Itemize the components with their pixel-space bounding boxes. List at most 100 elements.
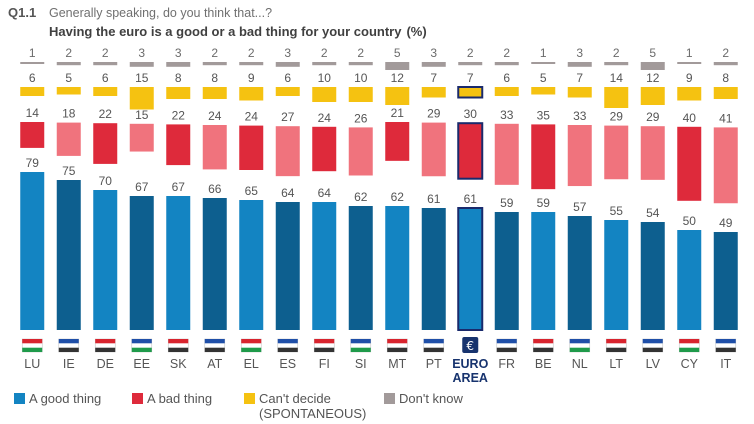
flag-stripe-top	[423, 339, 444, 344]
flag-stripe-bottom	[277, 347, 298, 352]
bar-dont-know	[385, 62, 410, 70]
bar-bad	[494, 123, 519, 185]
bar-dont-know	[567, 62, 592, 67]
legend-swatch	[14, 393, 25, 404]
bar-good	[348, 206, 373, 330]
label-cant-decide: 8	[175, 71, 182, 85]
bar-dont-know	[604, 62, 629, 66]
bar-good	[93, 190, 118, 330]
flag-icon-at	[204, 338, 226, 353]
flag-stripe-bottom	[204, 347, 225, 352]
flag-icon-lu	[21, 338, 43, 353]
label-dont-know: 5	[394, 46, 401, 60]
label-dont-know: 3	[138, 46, 145, 60]
bar-group-mt: 62 21 12 5	[385, 46, 410, 330]
label-bad: 41	[719, 111, 733, 125]
label-dont-know: 2	[467, 46, 474, 60]
bar-bad	[239, 125, 264, 170]
bar-good	[166, 196, 191, 330]
label-bad: 27	[281, 110, 295, 124]
label-cant-decide: 8	[211, 71, 218, 85]
label-dont-know: 1	[29, 46, 36, 60]
label-good: 55	[610, 204, 624, 218]
flag-stripe-top	[496, 339, 517, 344]
label-bad: 29	[427, 107, 441, 121]
label-good: 67	[135, 180, 149, 194]
bar-groups: 7914617518527022626715153672283662482652…	[20, 46, 738, 331]
flag-stripe-bottom	[168, 347, 189, 352]
country-label: LU	[24, 357, 40, 371]
country-label: NL	[572, 357, 588, 371]
label-cant-decide: 14	[610, 71, 624, 85]
bar-dont-know	[312, 62, 337, 66]
country-label: MT	[388, 357, 406, 371]
bar-bad	[93, 123, 118, 164]
label-cant-decide: 6	[102, 71, 109, 85]
bar-bad	[531, 124, 556, 190]
bar-cant-decide	[129, 87, 154, 110]
label-cant-decide: 15	[135, 71, 149, 85]
country-label: FR	[498, 357, 515, 371]
bar-cant-decide	[457, 86, 484, 99]
bar-group-fr: 59 33 6 2	[494, 46, 519, 330]
flag-stripe-bottom	[387, 347, 408, 352]
flag-stripe-bottom	[533, 347, 554, 352]
flag-stripe-top	[606, 339, 627, 344]
label-good: 75	[62, 164, 76, 178]
bar-group-si: 62 26 10 2	[348, 46, 373, 330]
flag-icon-be	[532, 338, 554, 353]
country-label: FI	[319, 357, 330, 371]
label-dont-know: 2	[65, 46, 72, 60]
flag-stripe-bottom	[314, 347, 335, 352]
bar-dont-know	[677, 62, 702, 64]
bar-good	[640, 222, 665, 330]
label-cant-decide: 10	[354, 71, 368, 85]
bar-group-lt: 55 29 14 2	[604, 46, 629, 330]
label-good: 67	[172, 180, 186, 194]
label-good: 62	[354, 190, 368, 204]
country-label: IT	[720, 357, 731, 371]
label-dont-know: 2	[102, 46, 109, 60]
bar-group-ie: 75 18 5 2	[56, 46, 81, 330]
flag-icon-euro-area: €	[462, 337, 479, 353]
bar-group-lv: 54 29 12 5	[640, 46, 665, 330]
label-cant-decide: 12	[391, 71, 405, 85]
flag-stripe-top	[22, 339, 43, 344]
bar-cant-decide	[677, 87, 702, 101]
bar-bad	[640, 126, 665, 180]
label-bad: 40	[683, 111, 697, 125]
label-good: 57	[573, 200, 587, 214]
bar-good	[312, 202, 337, 330]
bar-dont-know	[166, 62, 191, 67]
label-good: 61	[427, 192, 441, 206]
label-good: 64	[318, 186, 332, 200]
flag-stripe-top	[715, 339, 736, 344]
bar-cant-decide	[239, 87, 264, 101]
bar-cant-decide	[166, 87, 191, 99]
bar-group-at: 66 24 8 2	[202, 46, 227, 330]
bar-cant-decide	[494, 87, 519, 96]
label-bad: 22	[99, 107, 113, 121]
bar-dont-know	[20, 62, 45, 64]
label-cant-decide: 5	[540, 71, 547, 85]
country-label: LV	[646, 357, 661, 371]
bar-dont-know	[239, 62, 264, 66]
bar-cant-decide	[56, 87, 81, 95]
label-cant-decide: 7	[576, 71, 583, 85]
flag-stripe-bottom	[58, 347, 79, 352]
country-label-line2: AREA	[453, 371, 488, 385]
country-label: EURO	[452, 357, 488, 371]
label-good: 59	[537, 196, 551, 210]
label-cant-decide: 7	[467, 71, 474, 85]
label-dont-know: 3	[284, 46, 291, 60]
flag-stripe-top	[679, 339, 700, 344]
bar-group-euro-area: 61 30 7 2	[457, 46, 484, 331]
flag-stripe-top	[95, 339, 116, 344]
bar-bad	[275, 126, 300, 177]
flag-stripe-bottom	[715, 347, 736, 352]
bar-dont-know	[640, 62, 665, 70]
bar-cant-decide	[202, 87, 227, 99]
flag-stripe-bottom	[241, 347, 262, 352]
label-bad: 26	[354, 111, 368, 125]
